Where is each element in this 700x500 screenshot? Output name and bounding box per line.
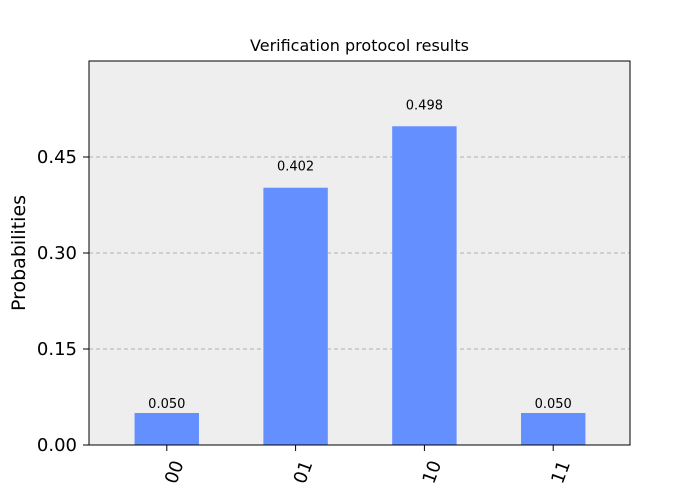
data-label-00: 0.050 — [148, 397, 185, 412]
data-label-01: 0.402 — [277, 160, 314, 175]
data-labels: 0.050 0.402 0.498 0.050 — [148, 98, 572, 412]
y-tick-label: 0.30 — [37, 243, 77, 264]
x-tick-label-10: 10 — [419, 458, 447, 487]
y-tick-label: 0.00 — [37, 435, 77, 456]
chart-title: Verification protocol results — [250, 36, 469, 55]
bar-00 — [134, 413, 199, 445]
bar-11 — [521, 413, 586, 445]
plot-area — [89, 61, 630, 445]
bar-10 — [392, 126, 457, 445]
x-tick-label-01: 01 — [290, 458, 318, 487]
bar-01 — [263, 187, 328, 445]
data-label-10: 0.498 — [406, 98, 443, 113]
y-axis-label: Probabilities — [8, 195, 30, 311]
y-tick-label: 0.45 — [37, 147, 77, 168]
data-label-11: 0.050 — [535, 397, 572, 412]
x-tick-label-11: 11 — [547, 458, 575, 487]
x-tick-label-00: 00 — [161, 458, 189, 487]
y-tick-label: 0.15 — [37, 339, 77, 360]
grid-lines — [89, 156, 630, 350]
bars — [134, 126, 586, 445]
